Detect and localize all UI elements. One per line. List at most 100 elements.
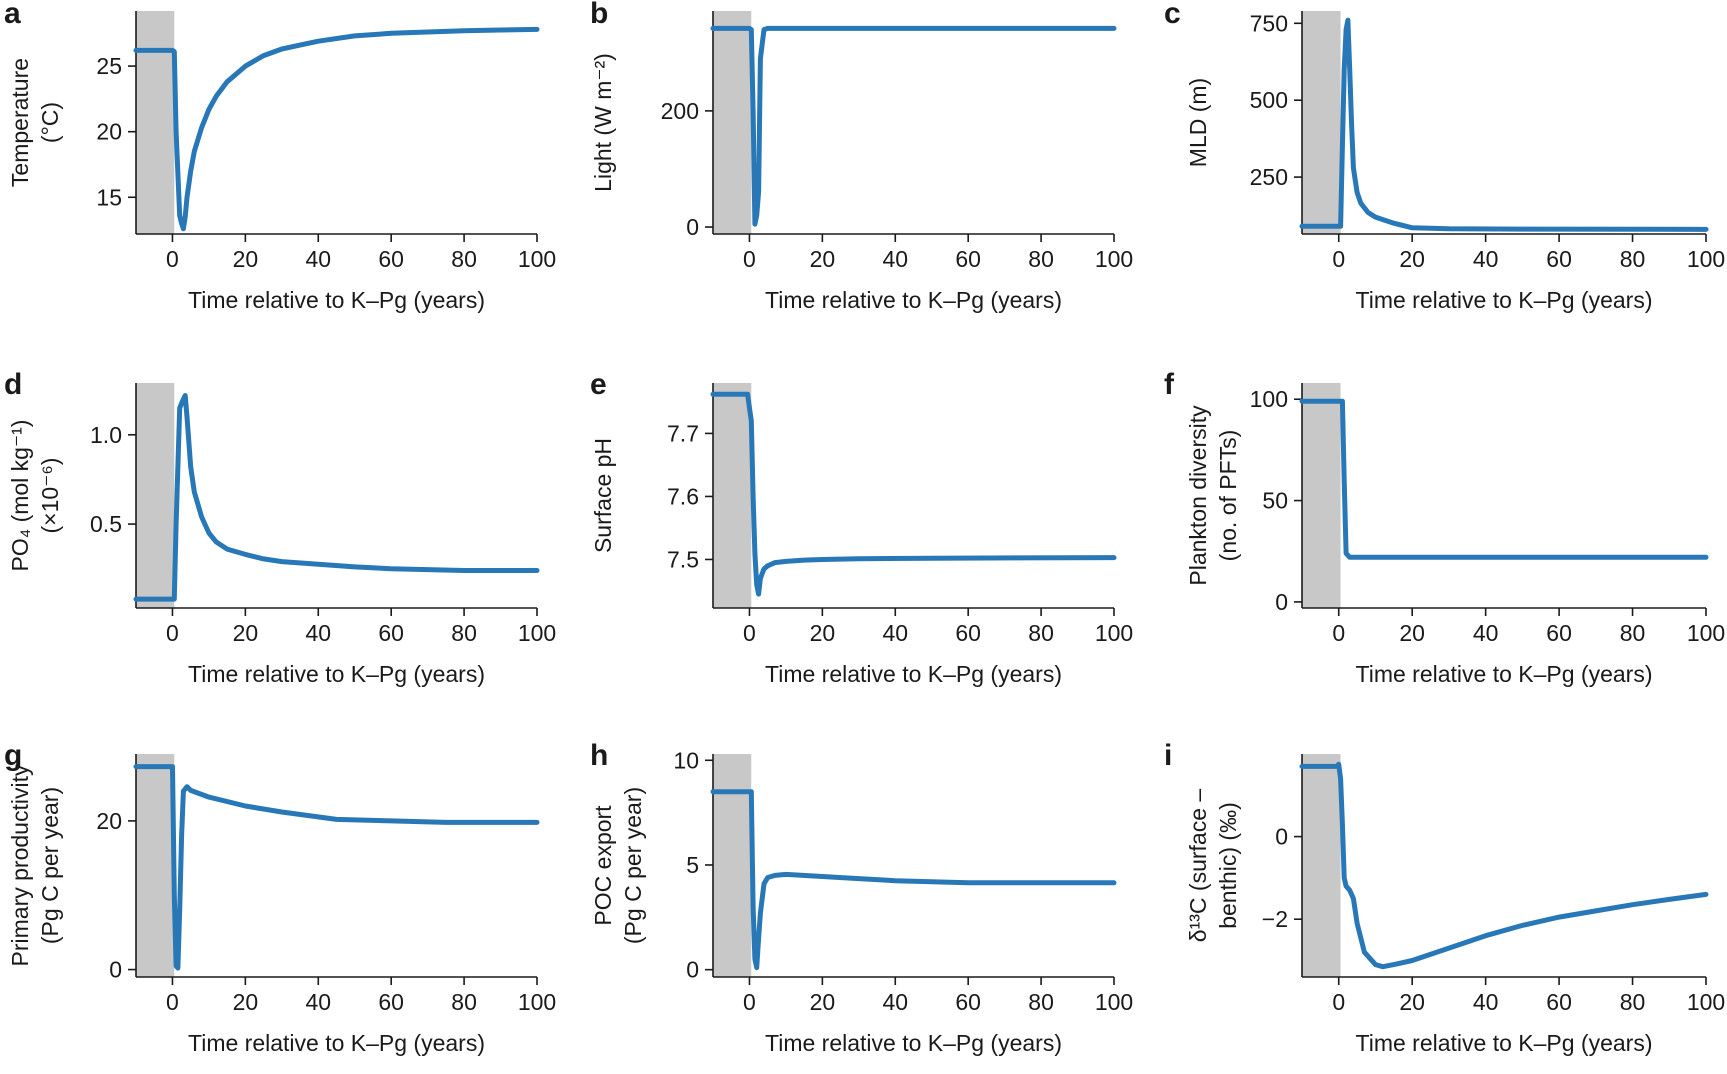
panel-f-y-tick-label: 0 <box>1275 589 1288 615</box>
panel-g-x-tick-label: 40 <box>305 989 331 1015</box>
panel-d-x-tick-label: 80 <box>451 620 477 646</box>
panel-d-y-tick-label: 1.0 <box>90 422 122 448</box>
panel-d-y-axis-label: (×10⁻⁶) <box>37 458 63 534</box>
panel-d-y-axis-label: PO₄ (mol kg⁻¹) <box>7 420 33 572</box>
panel-i-series-line <box>1299 761 1709 970</box>
panel-g-letter: g <box>4 739 22 772</box>
panel-e-y-tick-label: 7.7 <box>667 420 699 446</box>
panel-f-x-tick-label: 40 <box>1473 620 1499 646</box>
panel-f-y-tick-label: 50 <box>1262 488 1288 514</box>
panel-h: 0 20 40 60 80 100 0 5 10 Time relative to K–Pg (y… <box>590 739 1133 1056</box>
panel-i-y-axis-label: benthic) (‰) <box>1215 802 1241 929</box>
panel-b-x-tick-label: 80 <box>1028 246 1054 272</box>
panel-i-x-tick-label: 0 <box>1332 989 1345 1015</box>
panel-a-series-line <box>133 26 540 232</box>
panel-c-y-tick-label: 500 <box>1250 87 1288 113</box>
panel-f-x-tick-label: 80 <box>1620 620 1646 646</box>
panel-a-x-tick-label: 80 <box>451 246 477 272</box>
panel-b-x-tick-label: 100 <box>1095 246 1133 272</box>
panel-f-x-axis-label: Time relative to K–Pg (years) <box>1356 661 1653 687</box>
panel-e-letter: e <box>590 368 607 401</box>
panel-c-y-tick-label: 750 <box>1250 10 1288 36</box>
panel-a-x-axis-label: Time relative to K–Pg (years) <box>188 287 485 313</box>
panel-h-y-tick-label: 5 <box>686 852 699 878</box>
panel-g-shaded-region <box>136 754 175 977</box>
panel-e-y-tick-label: 7.6 <box>667 483 699 509</box>
panel-c-x-axis-label: Time relative to K–Pg (years) <box>1356 287 1653 313</box>
panel-a-y-axis-label: Temperature <box>7 58 33 187</box>
panel-e-x-tick-label: 20 <box>810 620 836 646</box>
panel-a-y-tick-label: 25 <box>96 53 122 79</box>
panel-c-y-tick-label: 250 <box>1250 164 1288 190</box>
panel-i-x-axis-label: Time relative to K–Pg (years) <box>1356 1030 1653 1056</box>
panel-a-x-tick-label: 60 <box>378 246 404 272</box>
panel-h-y-axis-label: POC export <box>590 805 616 926</box>
panel-c-x-tick-label: 60 <box>1546 246 1572 272</box>
panel-g-x-tick-label: 20 <box>233 989 259 1015</box>
panel-e-y-axis-label: Surface pH <box>590 438 616 553</box>
panel-i-shaded-region <box>1302 754 1341 977</box>
panel-e-x-tick-label: 80 <box>1028 620 1054 646</box>
panel-c: 0 20 40 60 80 100 250 500 750 Time relative to K–… <box>1164 0 1725 313</box>
panel-g-y-tick-label: 0 <box>109 957 122 983</box>
panel-e-x-axis-label: Time relative to K–Pg (years) <box>765 661 1062 687</box>
panel-g-y-axis-label: (Pg C per year) <box>37 787 63 944</box>
panel-i-x-tick-label: 60 <box>1546 989 1572 1015</box>
panel-g-x-tick-label: 100 <box>518 989 556 1015</box>
panel-c-x-tick-label: 20 <box>1399 246 1425 272</box>
panel-i-y-tick-label: −2 <box>1262 906 1288 932</box>
panel-d-letter: d <box>4 368 22 401</box>
panel-g-x-tick-label: 80 <box>451 989 477 1015</box>
panel-g: 0 20 40 60 80 100 0 20 Time relative to K–Pg (ye… <box>4 739 556 1056</box>
panel-f-x-tick-label: 20 <box>1399 620 1425 646</box>
panel-d-x-tick-label: 0 <box>166 620 179 646</box>
panel-e-x-tick-label: 40 <box>882 620 908 646</box>
panel-h-x-axis-label: Time relative to K–Pg (years) <box>765 1030 1062 1056</box>
panel-g-y-axis-label: Primary productivity <box>7 764 33 966</box>
panel-a: 0 20 40 60 80 100 15 20 25 Time relative to K–Pg … <box>4 0 556 313</box>
panel-g-series-line <box>133 764 540 971</box>
panel-i-x-tick-label: 40 <box>1473 989 1499 1015</box>
panel-b-series-line <box>710 25 1117 227</box>
panel-b-x-tick-label: 0 <box>743 246 756 272</box>
panel-c-y-axis-label: MLD (m) <box>1185 78 1211 167</box>
panel-c-x-tick-label: 0 <box>1332 246 1345 272</box>
panel-b-shaded-region <box>713 11 752 234</box>
panel-e-x-tick-label: 100 <box>1095 620 1133 646</box>
panel-c-series-line <box>1299 17 1709 232</box>
panel-i-letter: i <box>1164 739 1172 772</box>
panel-h-x-tick-label: 0 <box>743 989 756 1015</box>
panel-f-x-tick-label: 0 <box>1332 620 1345 646</box>
panel-h-x-tick-label: 60 <box>955 989 981 1015</box>
panel-a-y-axis-label: (°C) <box>37 102 63 143</box>
panel-b-y-axis-label: Light (W m⁻²) <box>590 53 616 192</box>
panel-h-x-tick-label: 80 <box>1028 989 1054 1015</box>
panel-i: 0 20 40 60 80 100 −2 0 Time relative to K–Pg (ye… <box>1164 739 1725 1056</box>
panel-e-y-tick-label: 7.5 <box>667 546 699 572</box>
panel-e-x-tick-label: 60 <box>955 620 981 646</box>
panel-f-shaded-region <box>1302 383 1341 608</box>
panel-a-shaded-region <box>136 11 175 234</box>
panel-h-letter: h <box>590 739 608 772</box>
panel-h-y-axis-label: (Pg C per year) <box>620 787 646 944</box>
panel-d-shaded-region <box>136 383 175 608</box>
panel-e-shaded-region <box>713 383 752 608</box>
panel-h-x-tick-label: 20 <box>810 989 836 1015</box>
panel-i-y-tick-label: 0 <box>1275 824 1288 850</box>
panel-b-x-tick-label: 40 <box>882 246 908 272</box>
panel-h-x-tick-label: 40 <box>882 989 908 1015</box>
panel-b-y-tick-label: 0 <box>686 214 699 240</box>
panel-a-letter: a <box>4 0 21 30</box>
panel-a-x-tick-label: 40 <box>305 246 331 272</box>
panel-c-x-tick-label: 100 <box>1687 246 1725 272</box>
panel-f-y-axis-label: (no. of PFTs) <box>1215 430 1241 562</box>
panel-a-x-tick-label: 0 <box>166 246 179 272</box>
panel-g-y-tick-label: 20 <box>96 808 122 834</box>
panel-d-x-axis-label: Time relative to K–Pg (years) <box>188 661 485 687</box>
panel-g-x-tick-label: 0 <box>166 989 179 1015</box>
panel-i-y-axis-label: δ¹³C (surface – <box>1185 789 1211 943</box>
panel-d-x-tick-label: 20 <box>233 620 259 646</box>
panel-h-x-tick-label: 100 <box>1095 989 1133 1015</box>
panel-d-series-line <box>133 393 540 602</box>
panel-b-y-tick-label: 200 <box>661 98 699 124</box>
